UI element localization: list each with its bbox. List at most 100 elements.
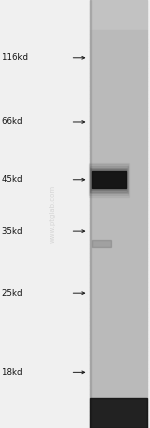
Bar — [90, 124, 147, 128]
Bar — [90, 210, 147, 214]
Bar — [90, 342, 147, 347]
Bar — [90, 128, 147, 133]
Bar — [90, 158, 147, 163]
Bar — [90, 317, 147, 321]
Bar — [90, 364, 147, 368]
Text: 45kd: 45kd — [2, 175, 23, 184]
Bar — [90, 60, 147, 64]
Bar — [90, 47, 147, 51]
Bar — [90, 321, 147, 325]
Bar — [90, 111, 147, 116]
Bar — [90, 0, 91, 428]
Bar — [90, 13, 147, 17]
Bar — [90, 116, 147, 120]
Bar — [90, 330, 147, 334]
Bar — [90, 270, 147, 274]
Bar — [90, 4, 147, 9]
Bar — [90, 325, 147, 330]
Bar — [90, 90, 147, 94]
Bar — [90, 411, 147, 415]
Bar — [90, 287, 147, 291]
Bar — [90, 261, 147, 265]
Bar — [90, 180, 147, 184]
Bar — [90, 56, 147, 60]
Bar — [90, 282, 147, 287]
Bar — [90, 175, 147, 180]
Bar — [90, 81, 147, 86]
Bar — [90, 133, 147, 137]
Bar — [90, 257, 147, 261]
Bar — [90, 308, 147, 312]
Bar — [90, 51, 147, 56]
Bar — [91, 169, 126, 190]
Bar — [90, 0, 147, 4]
Bar — [92, 240, 111, 247]
Bar — [90, 377, 147, 381]
Bar — [90, 137, 147, 141]
Bar — [90, 291, 147, 295]
Bar — [90, 385, 147, 389]
Bar — [90, 223, 147, 227]
Bar — [90, 394, 147, 398]
Bar — [90, 68, 147, 73]
Bar — [90, 235, 147, 240]
Bar — [90, 274, 147, 278]
Bar — [88, 163, 129, 197]
Text: 66kd: 66kd — [2, 117, 23, 127]
Bar — [90, 253, 147, 257]
Bar — [90, 163, 147, 167]
Bar — [90, 120, 147, 124]
Bar — [90, 9, 147, 13]
Bar — [90, 360, 147, 364]
Bar — [90, 351, 147, 355]
Bar — [90, 184, 147, 188]
Bar — [90, 171, 147, 175]
Bar — [90, 240, 147, 244]
Bar — [90, 205, 147, 210]
Bar — [90, 355, 147, 360]
Bar — [90, 278, 147, 282]
Bar — [90, 21, 147, 26]
Text: www.ptglab.com: www.ptglab.com — [50, 185, 56, 243]
Bar — [90, 166, 128, 193]
Bar — [89, 164, 128, 195]
Bar — [90, 39, 147, 43]
Bar — [90, 103, 147, 107]
Bar — [90, 402, 147, 407]
Bar — [90, 304, 147, 308]
Bar — [90, 193, 147, 197]
Text: 116kd: 116kd — [2, 53, 28, 62]
Bar — [90, 141, 147, 146]
Bar — [92, 171, 126, 188]
Bar — [90, 419, 147, 424]
Bar — [90, 248, 147, 253]
Bar — [90, 43, 147, 47]
Bar — [90, 146, 147, 150]
Bar — [90, 197, 147, 201]
Bar — [90, 244, 147, 248]
Bar — [90, 86, 147, 90]
Bar — [90, 188, 147, 193]
Bar — [90, 300, 147, 304]
Bar — [90, 34, 147, 39]
Text: 35kd: 35kd — [2, 226, 23, 236]
Bar — [90, 407, 147, 411]
Bar — [90, 372, 147, 377]
Bar — [90, 154, 147, 158]
Bar — [90, 107, 147, 111]
Bar — [90, 26, 147, 30]
Bar — [90, 334, 147, 338]
Bar — [90, 368, 147, 372]
Bar — [90, 214, 147, 218]
Bar — [90, 381, 147, 385]
Bar — [90, 73, 147, 77]
Bar — [90, 415, 147, 419]
Bar — [90, 17, 147, 21]
Bar — [90, 347, 147, 351]
Bar — [90, 30, 147, 34]
Bar — [90, 231, 147, 235]
Bar — [90, 398, 147, 402]
Bar — [90, 398, 147, 428]
Bar — [90, 150, 147, 154]
Bar — [90, 389, 147, 394]
